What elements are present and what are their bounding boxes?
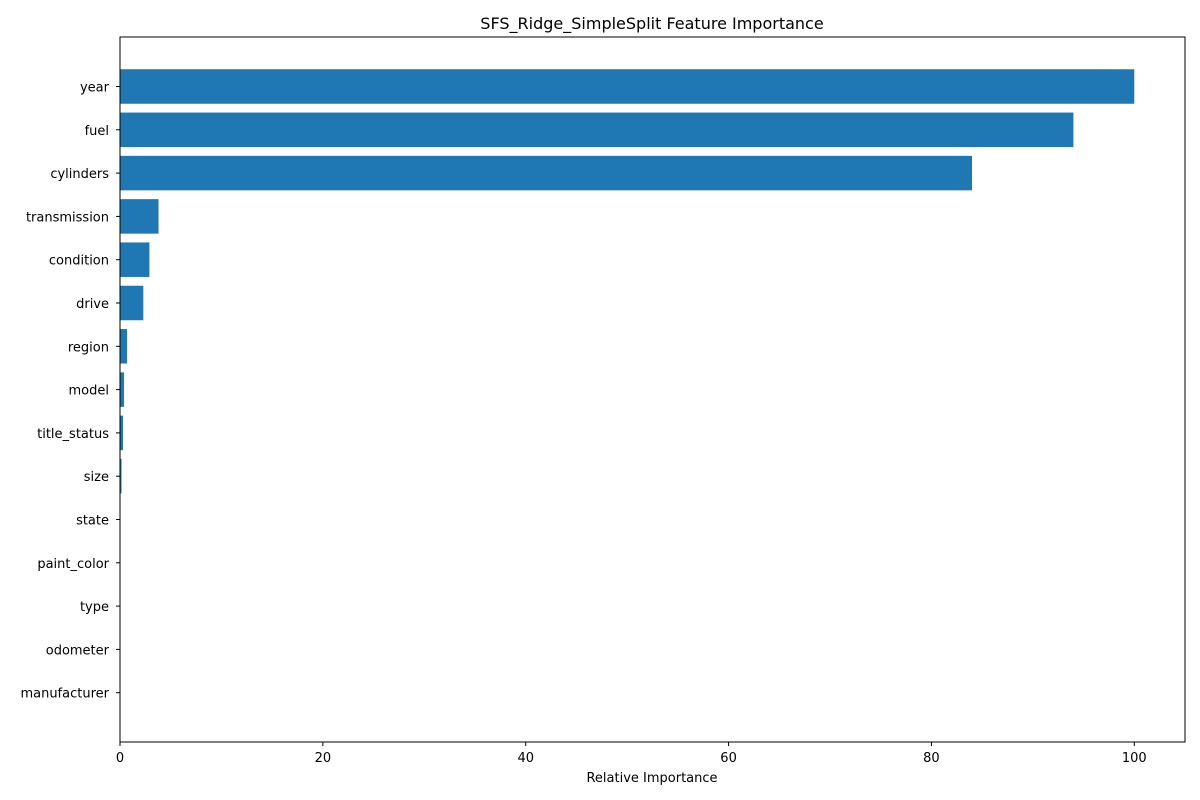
x-axis-label: Relative Importance [586, 771, 717, 786]
bar-size [120, 458, 122, 494]
bars-group [120, 69, 1135, 710]
y-tick-label: cylinders [50, 167, 109, 182]
x-axis-ticks: 0 20 40 60 80 100 [116, 742, 1147, 766]
y-tick-label: region [68, 340, 109, 355]
y-tick-label: title_status [37, 427, 109, 442]
y-tick-label: model [69, 384, 109, 399]
bar-model [120, 372, 125, 407]
bar-drive [120, 285, 144, 321]
y-tick-label: fuel [85, 124, 109, 139]
y-tick-label: odometer [46, 643, 110, 658]
bar-title-status [120, 415, 124, 451]
y-tick-label: transmission [26, 210, 109, 225]
plot-frame [119, 36, 1186, 743]
y-tick-label: state [76, 514, 109, 529]
x-tick-label: 20 [315, 751, 332, 766]
bar-condition [120, 242, 150, 277]
y-tick-label: drive [76, 297, 109, 312]
x-tick-label: 60 [720, 751, 737, 766]
y-tick-label: manufacturer [20, 687, 109, 702]
y-tick-label: condition [49, 254, 109, 269]
bar-fuel [120, 112, 1074, 148]
x-tick-label: 0 [116, 751, 124, 766]
x-tick-label: 40 [517, 751, 534, 766]
y-axis-ticks: year fuel cylinders transmission condition dr… [20, 81, 120, 702]
x-tick-label: 80 [923, 751, 940, 766]
bar-region [120, 329, 128, 364]
bar-cylinders [120, 155, 972, 191]
bar-transmission [120, 199, 159, 234]
x-tick-label: 100 [1122, 751, 1147, 766]
chart-title: SFS_Ridge_SimpleSplit Feature Importance [480, 14, 823, 34]
bar-year [120, 69, 1135, 104]
y-tick-label: type [80, 600, 109, 615]
y-tick-label: size [84, 470, 109, 485]
y-tick-label: year [80, 81, 110, 96]
y-tick-label: paint_color [37, 557, 109, 572]
